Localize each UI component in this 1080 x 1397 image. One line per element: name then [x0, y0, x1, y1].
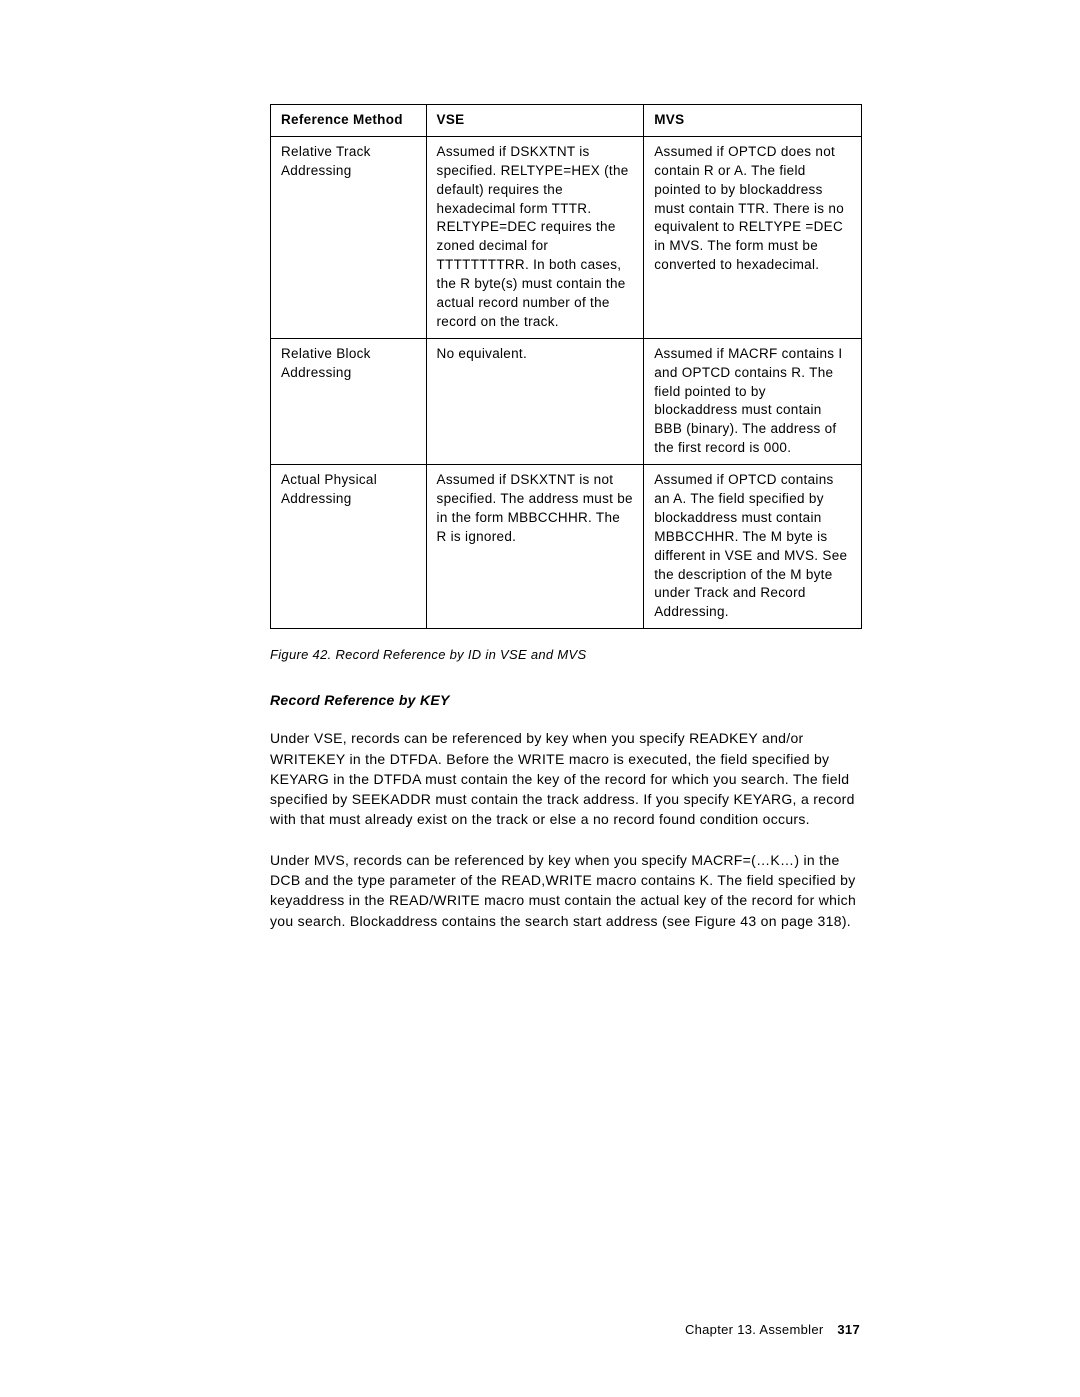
footer-page-number: 317: [837, 1322, 860, 1337]
cell-method: Actual Physical Addressing: [271, 465, 427, 629]
reference-table: Reference Method VSE MVS Relative Track …: [270, 104, 862, 629]
cell-mvs: Assumed if MACRF contains I and OPTCD co…: [644, 338, 862, 464]
table-header-row: Reference Method VSE MVS: [271, 105, 862, 137]
paragraph: Under VSE, records can be referenced by …: [270, 728, 862, 829]
cell-vse: Assumed if DSKXTNT is specified. RELTYPE…: [426, 136, 644, 338]
cell-vse: Assumed if DSKXTNT is not specified. The…: [426, 465, 644, 629]
table-row: Actual Physical Addressing Assumed if DS…: [271, 465, 862, 629]
cell-mvs: Assumed if OPTCD does not contain R or A…: [644, 136, 862, 338]
page-content: Reference Method VSE MVS Relative Track …: [270, 104, 862, 931]
header-method: Reference Method: [271, 105, 427, 137]
cell-mvs: Assumed if OPTCD contains an A. The fiel…: [644, 465, 862, 629]
header-mvs: MVS: [644, 105, 862, 137]
header-vse: VSE: [426, 105, 644, 137]
section-heading: Record Reference by KEY: [270, 692, 862, 708]
footer-chapter: Chapter 13. Assembler: [685, 1322, 824, 1337]
figure-caption: Figure 42. Record Reference by ID in VSE…: [270, 647, 862, 662]
cell-method: Relative Block Addressing: [271, 338, 427, 464]
table-row: Relative Track Addressing Assumed if DSK…: [271, 136, 862, 338]
table-row: Relative Block Addressing No equivalent.…: [271, 338, 862, 464]
cell-method: Relative Track Addressing: [271, 136, 427, 338]
cell-vse: No equivalent.: [426, 338, 644, 464]
paragraph: Under MVS, records can be referenced by …: [270, 850, 862, 931]
page-footer: Chapter 13. Assembler 317: [685, 1322, 860, 1337]
